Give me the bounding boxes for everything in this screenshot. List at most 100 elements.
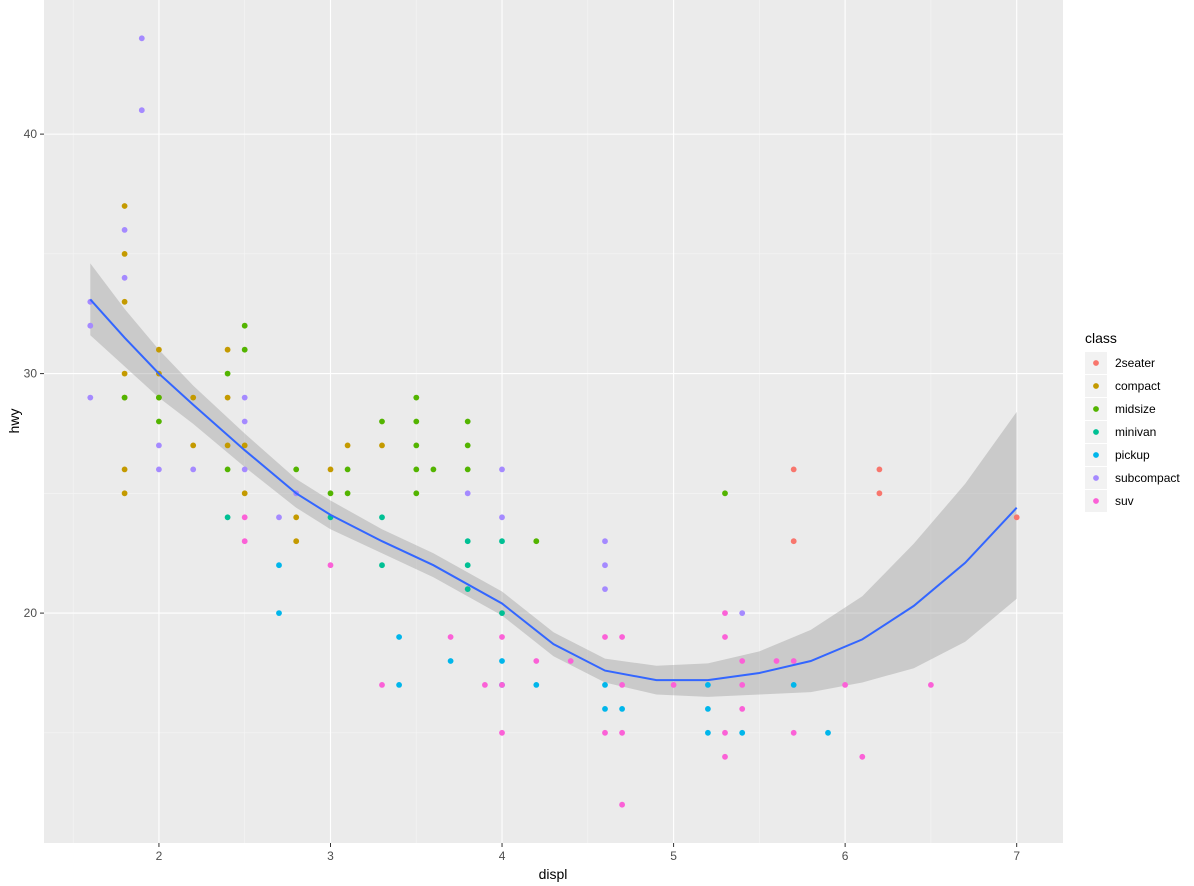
data-point-compact xyxy=(241,442,248,449)
data-point-subcompact xyxy=(138,35,145,42)
x-tick-label: 7 xyxy=(1013,849,1020,863)
data-point-midsize xyxy=(464,418,471,425)
data-point-2seater xyxy=(1013,514,1020,521)
legend-label-2seater: 2seater xyxy=(1115,356,1155,370)
data-point-suv xyxy=(567,658,574,664)
data-point-suv xyxy=(241,514,248,521)
smooth-line-layer xyxy=(89,298,1018,682)
data-point-subcompact xyxy=(87,394,94,401)
legend-swatch-pickup xyxy=(1093,452,1099,458)
data-point-minivan xyxy=(499,538,505,545)
data-point-subcompact xyxy=(138,107,145,114)
y-tick-label: 20 xyxy=(24,606,38,620)
data-point-compact xyxy=(190,394,197,401)
data-point-pickup xyxy=(790,682,797,688)
data-point-midsize xyxy=(379,418,385,425)
data-point-pickup xyxy=(705,729,711,736)
data-point-subcompact xyxy=(739,610,746,616)
data-point-midsize xyxy=(344,490,351,497)
data-point-compact xyxy=(224,442,231,449)
data-point-suv xyxy=(722,753,728,760)
data-point-pickup xyxy=(705,706,711,712)
data-point-midsize xyxy=(464,466,471,473)
data-point-subcompact xyxy=(464,490,471,497)
data-point-midsize xyxy=(156,394,162,401)
x-tick-label: 5 xyxy=(670,849,677,863)
legend-label-compact: compact xyxy=(1115,379,1161,393)
data-point-compact xyxy=(190,442,197,449)
data-point-compact xyxy=(224,394,231,401)
data-point-minivan xyxy=(464,562,471,569)
data-point-midsize xyxy=(156,418,162,425)
data-point-subcompact xyxy=(241,394,248,401)
data-point-suv xyxy=(619,682,625,688)
data-point-midsize xyxy=(293,466,300,473)
data-point-compact xyxy=(224,346,231,353)
data-point-compact xyxy=(156,346,162,353)
data-point-2seater xyxy=(876,490,883,497)
data-point-suv xyxy=(739,658,746,664)
data-point-subcompact xyxy=(156,442,162,449)
data-point-subcompact xyxy=(499,514,505,521)
data-point-compact xyxy=(121,251,128,257)
legend-label-minivan: minivan xyxy=(1115,425,1156,439)
data-point-pickup xyxy=(533,682,540,688)
legend-swatch-compact xyxy=(1093,383,1099,389)
data-point-pickup xyxy=(396,682,402,688)
data-point-suv xyxy=(619,729,625,736)
data-point-midsize xyxy=(224,370,231,377)
data-point-midsize xyxy=(327,490,334,497)
data-point-subcompact xyxy=(241,418,248,425)
data-point-pickup xyxy=(499,658,505,664)
data-point-midsize xyxy=(533,538,540,545)
data-point-suv xyxy=(928,682,934,688)
data-point-suv xyxy=(482,682,488,688)
data-point-suv xyxy=(499,634,505,640)
data-point-midsize xyxy=(121,394,128,401)
legend-title: class xyxy=(1085,330,1117,346)
data-point-minivan xyxy=(379,514,385,521)
data-point-minivan xyxy=(499,610,505,616)
data-point-subcompact xyxy=(241,466,248,473)
data-point-midsize xyxy=(413,418,420,425)
data-point-suv xyxy=(447,634,454,640)
data-point-suv xyxy=(790,658,797,664)
data-point-subcompact xyxy=(602,586,608,592)
data-point-midsize xyxy=(241,322,248,329)
x-axis-title: displ xyxy=(539,866,568,882)
legend-label-pickup: pickup xyxy=(1115,448,1150,462)
data-point-suv xyxy=(602,634,608,640)
data-point-subcompact xyxy=(276,514,282,521)
data-point-2seater xyxy=(790,538,797,545)
x-tick-label: 6 xyxy=(842,849,849,863)
data-point-pickup xyxy=(602,682,608,688)
data-point-suv xyxy=(790,729,797,736)
data-point-midsize xyxy=(224,466,231,473)
data-point-suv xyxy=(739,682,746,688)
legend-swatch-subcompact xyxy=(1093,475,1099,481)
data-point-pickup xyxy=(276,610,282,616)
data-point-suv xyxy=(722,729,728,736)
data-point-suv xyxy=(619,634,625,640)
data-point-2seater xyxy=(790,466,797,473)
points-layer xyxy=(87,35,1020,808)
data-point-suv xyxy=(670,682,677,688)
y-axis-title: hwy xyxy=(6,409,22,434)
x-tick-label: 4 xyxy=(499,849,506,863)
data-point-pickup xyxy=(396,634,402,640)
legend-label-midsize: midsize xyxy=(1115,402,1156,416)
data-point-minivan xyxy=(379,562,385,569)
data-point-midsize xyxy=(722,490,728,497)
legend: class 2seater compact midsize minivan pickup… xyxy=(1085,330,1180,512)
data-point-suv xyxy=(602,729,608,736)
legend-swatch-midsize xyxy=(1093,406,1099,412)
data-point-midsize xyxy=(413,442,420,449)
data-point-suv xyxy=(379,682,385,688)
data-point-compact xyxy=(293,514,300,521)
data-point-pickup xyxy=(739,729,746,736)
data-point-suv xyxy=(739,706,746,712)
data-point-compact xyxy=(121,490,128,497)
data-point-midsize xyxy=(413,394,420,401)
data-point-compact xyxy=(241,490,248,497)
x-tick-label: 3 xyxy=(327,849,334,863)
